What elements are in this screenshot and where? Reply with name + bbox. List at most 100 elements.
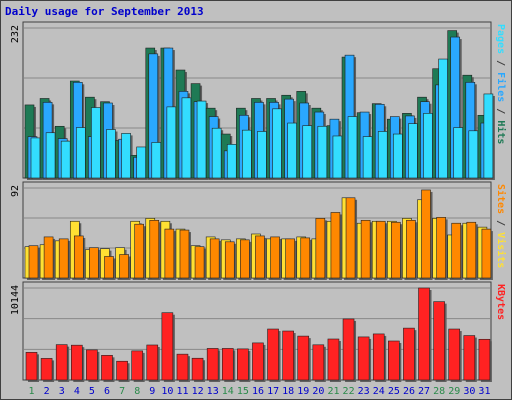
bar-sites-day-30 <box>466 221 477 279</box>
day-label-27: 27 <box>418 386 430 397</box>
bar-kbytes-day-1 <box>25 352 38 381</box>
day-label-1: 1 <box>29 386 35 397</box>
day-label-14: 14 <box>222 386 234 397</box>
bar-pages-day-27 <box>423 113 433 179</box>
day-label-26: 26 <box>403 386 415 397</box>
chart-title: Daily usage for September 2013 <box>5 5 204 18</box>
axis-max-label-visitors: 92 <box>10 185 21 197</box>
bar-sites-day-18 <box>285 238 295 279</box>
bar-pages-day-25 <box>393 133 403 179</box>
bar-sites-day-15 <box>240 239 250 279</box>
bar-sites-day-20 <box>315 218 326 279</box>
bar-sites-day-16 <box>255 235 265 279</box>
bar-pages-day-12 <box>196 100 207 179</box>
bar-kbytes-day-14 <box>221 348 234 381</box>
bar-kbytes-day-24 <box>372 333 385 381</box>
bar-pages-day-10 <box>166 106 177 179</box>
axis-max-label-traffic: 232 <box>10 25 21 43</box>
bar-kbytes-day-8 <box>131 350 143 381</box>
day-label-20: 20 <box>312 386 324 397</box>
bar-kbytes-day-29 <box>448 328 461 381</box>
bar-kbytes-day-4 <box>70 344 83 381</box>
bar-sites-day-23 <box>360 219 371 279</box>
right-label-part: / <box>495 214 506 232</box>
bar-pages-day-18 <box>287 122 297 179</box>
bar-kbytes-day-21 <box>327 338 340 381</box>
bar-sites-day-19 <box>300 237 311 279</box>
bar-kbytes-day-11 <box>176 353 189 381</box>
bar-kbytes-day-16 <box>252 342 264 381</box>
bar-pages-day-29 <box>453 127 464 179</box>
bar-kbytes-day-19 <box>297 335 310 381</box>
day-label-8: 8 <box>134 386 140 397</box>
bar-pages-day-22 <box>347 116 358 179</box>
bar-kbytes-day-30 <box>463 335 476 381</box>
day-label-4: 4 <box>74 386 80 397</box>
bar-kbytes-day-2 <box>40 358 53 381</box>
day-label-18: 18 <box>282 386 294 397</box>
bar-sites-day-14 <box>224 241 235 279</box>
day-label-28: 28 <box>433 386 445 397</box>
bar-kbytes-day-20 <box>312 344 325 381</box>
right-label-part: / <box>495 54 506 72</box>
day-label-30: 30 <box>463 386 475 397</box>
bar-sites-day-29 <box>451 222 462 279</box>
bar-sites-day-9 <box>149 219 160 279</box>
day-label-15: 15 <box>237 386 249 397</box>
bar-pages-day-16 <box>257 131 267 179</box>
bar-pages-day-8 <box>136 146 146 179</box>
right-label-part: Pages <box>495 24 506 54</box>
day-label-25: 25 <box>388 386 400 397</box>
bar-sites-day-3 <box>58 238 69 279</box>
bar-sites-day-5 <box>89 247 99 279</box>
bar-sites-day-6 <box>104 256 114 279</box>
bar-sites-day-21 <box>330 212 341 279</box>
right-label-part: Sites <box>495 184 507 214</box>
bar-pages-day-5 <box>91 107 101 179</box>
right-label-visitors: Sites / Visits <box>495 184 507 268</box>
bar-pages-day-24 <box>377 131 388 179</box>
day-label-24: 24 <box>373 386 385 397</box>
bar-sites-day-31 <box>481 228 492 279</box>
bar-kbytes-day-13 <box>206 348 219 381</box>
bar-pages-day-9 <box>151 142 162 179</box>
bar-kbytes-day-22 <box>342 318 355 381</box>
bar-sites-day-26 <box>406 219 416 279</box>
day-label-3: 3 <box>59 386 65 397</box>
bar-kbytes-day-15 <box>237 348 249 381</box>
right-label-traffic: Pages / Files / Hits <box>495 24 507 144</box>
bar-sites-day-27 <box>421 189 431 279</box>
day-label-17: 17 <box>267 386 279 397</box>
bar-kbytes-day-9 <box>146 344 159 381</box>
bar-pages-day-1 <box>30 137 41 179</box>
bar-pages-day-3 <box>60 140 71 179</box>
axis-max-label-kbytes: 10144 <box>10 285 21 315</box>
bar-sites-day-28 <box>436 217 446 279</box>
day-label-22: 22 <box>343 386 355 397</box>
bar-kbytes-day-10 <box>161 312 174 381</box>
bar-sites-day-2 <box>43 236 54 279</box>
day-label-2: 2 <box>44 386 50 397</box>
day-label-9: 9 <box>149 386 155 397</box>
day-label-23: 23 <box>358 386 370 397</box>
bar-kbytes-day-12 <box>191 357 204 381</box>
bar-kbytes-day-18 <box>282 330 294 381</box>
bar-sites-day-4 <box>73 235 84 279</box>
day-label-29: 29 <box>448 386 460 397</box>
day-label-19: 19 <box>297 386 309 397</box>
bar-pages-day-21 <box>332 135 343 179</box>
bar-kbytes-day-17 <box>267 328 279 381</box>
day-label-11: 11 <box>176 386 188 397</box>
bar-pages-day-11 <box>181 97 192 179</box>
day-label-10: 10 <box>161 386 173 397</box>
bar-kbytes-day-5 <box>86 349 98 381</box>
bar-kbytes-day-6 <box>101 355 113 381</box>
right-label-part: KBytes <box>495 284 506 320</box>
right-label-part: Visits <box>495 232 507 268</box>
right-label-kbytes: KBytes <box>495 284 506 320</box>
bar-pages-day-31 <box>483 93 494 179</box>
bar-pages-day-28 <box>438 58 448 179</box>
day-label-12: 12 <box>192 386 204 397</box>
bar-pages-day-19 <box>302 125 313 179</box>
bar-sites-day-25 <box>391 221 401 279</box>
